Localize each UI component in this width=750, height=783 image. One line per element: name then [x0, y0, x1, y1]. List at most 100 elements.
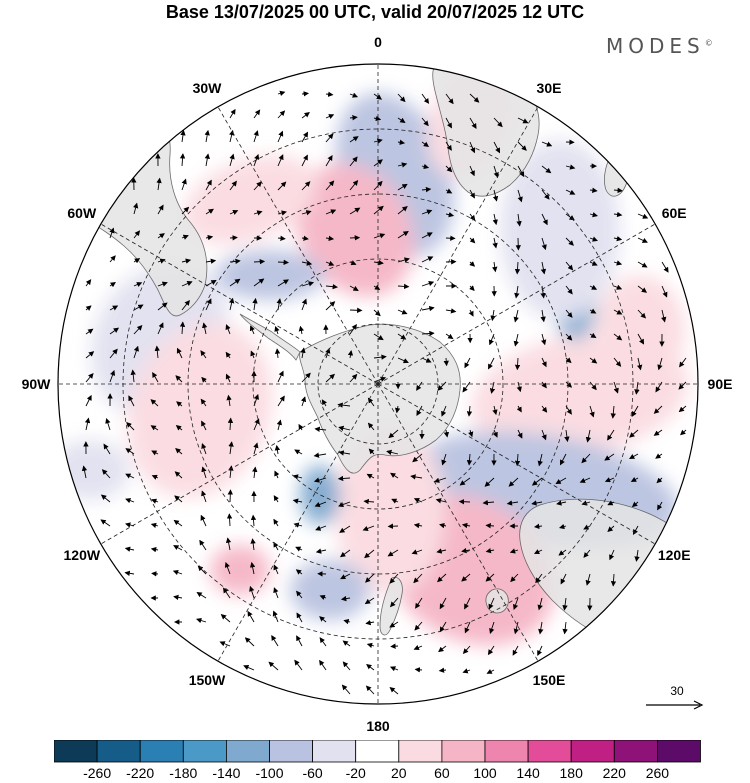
- wind-arrow: [125, 473, 135, 479]
- lon-label: 90E: [708, 376, 733, 392]
- wind-arrow: [342, 661, 351, 671]
- wind-arrow: [443, 429, 450, 438]
- wind-arrow: [181, 178, 187, 191]
- wind-arrow: [492, 405, 498, 416]
- wind-arrow: [150, 522, 159, 529]
- wind-arrow: [565, 237, 574, 246]
- wind-arrow: [273, 518, 279, 527]
- wind-arrow: [293, 522, 303, 528]
- wind-arrow: [250, 538, 256, 551]
- wind-arrow: [277, 130, 284, 143]
- wind-arrow: [537, 645, 543, 657]
- wind-arrow: [296, 635, 303, 647]
- wind-arrow: [205, 208, 214, 215]
- wind-arrow: [273, 587, 279, 599]
- map-border: [57, 63, 699, 705]
- wind-arrow: [249, 561, 256, 575]
- anomaly-blob: [127, 322, 273, 498]
- wind-arrow: [513, 333, 519, 347]
- wind-arrow: [397, 93, 406, 103]
- wind-arrow: [343, 619, 351, 625]
- colorbar-box: [398, 740, 443, 763]
- wind-arrow: [181, 234, 189, 240]
- wind-arrow: [253, 109, 261, 119]
- wind-arrow: [581, 500, 591, 506]
- wind-arrow: [565, 285, 573, 295]
- wind-arrow: [421, 186, 432, 193]
- wind-arrow: [201, 443, 207, 455]
- wind-arrow: [537, 453, 543, 467]
- anomaly-blob: [215, 250, 325, 300]
- wind-arrow: [173, 545, 183, 551]
- wind-arrow: [468, 429, 474, 438]
- wind-arrow: [589, 236, 598, 242]
- wind-arrow: [443, 357, 449, 367]
- wind-arrow: [252, 466, 258, 479]
- wind-arrow: [151, 450, 159, 456]
- wind-arrow: [349, 207, 361, 215]
- wind-arrow: [109, 305, 119, 311]
- wind-arrow: [175, 375, 183, 383]
- wind-arrow: [441, 453, 447, 466]
- anomaly-blob: [58, 440, 130, 500]
- wind-arrow: [389, 687, 399, 695]
- wind-arrow: [445, 308, 457, 314]
- lon-label: 150E: [533, 672, 566, 688]
- wind-arrow: [274, 444, 281, 455]
- wind-arrow: [349, 260, 357, 266]
- wind-arrow: [365, 619, 375, 626]
- graticule: [58, 64, 698, 704]
- wind-arrow: [516, 381, 522, 393]
- wind-arrow: [205, 279, 217, 287]
- wind-arrow: [613, 235, 623, 242]
- wind-arrow: [100, 519, 111, 527]
- wind-arrow: [531, 477, 543, 486]
- wind-arrow: [181, 206, 190, 215]
- wind-arrow: [338, 450, 351, 456]
- wind-arrow: [150, 425, 159, 431]
- wind-arrow: [397, 139, 406, 145]
- colorbar-tick-label: -220: [126, 765, 154, 780]
- wind-arrow: [205, 298, 212, 311]
- wind-arrow: [607, 429, 615, 441]
- wind-arrow: [487, 645, 495, 656]
- wind-arrow: [301, 260, 313, 266]
- wind-arrow: [489, 621, 495, 634]
- wind-arrow: [205, 179, 212, 191]
- wind-arrow: [610, 573, 617, 587]
- wind-arrow: [229, 278, 241, 287]
- wind-arrow: [301, 372, 311, 383]
- wind-arrow: [273, 495, 279, 503]
- wind-arrow: [349, 92, 359, 98]
- wind-arrow: [133, 324, 143, 335]
- wind-arrow: [179, 153, 186, 167]
- wind-arrow: [589, 357, 598, 364]
- wind-arrow: [349, 180, 359, 191]
- wind-arrow: [274, 325, 280, 335]
- wind-arrow: [314, 501, 327, 508]
- wind-arrow: [373, 205, 384, 215]
- wind-arrow: [349, 373, 358, 383]
- wind-arrow: [229, 108, 236, 119]
- wind-arrow: [397, 231, 409, 239]
- wind-arrow: [637, 309, 647, 319]
- lon-label: 60W: [67, 205, 97, 221]
- wind-arrow: [373, 309, 381, 317]
- wind-arrow: [366, 473, 375, 479]
- wind-arrow: [368, 448, 375, 455]
- wind-arrow: [533, 549, 543, 554]
- wind-arrow: [630, 476, 639, 482]
- wind-arrow: [394, 405, 401, 414]
- wind-arrow: [581, 453, 591, 464]
- wind-arrow: [325, 283, 338, 290]
- wind-arrow: [485, 523, 495, 529]
- wind-arrow: [349, 115, 358, 121]
- wind-arrow: [421, 281, 435, 287]
- wind-arrow: [157, 204, 164, 215]
- wind-arrow: [613, 381, 619, 394]
- wind-arrow: [349, 307, 363, 314]
- wind-arrow: [325, 260, 335, 266]
- colorbar-box: [570, 740, 615, 763]
- wind-arrow: [181, 299, 190, 311]
- wind-arrow: [300, 347, 306, 359]
